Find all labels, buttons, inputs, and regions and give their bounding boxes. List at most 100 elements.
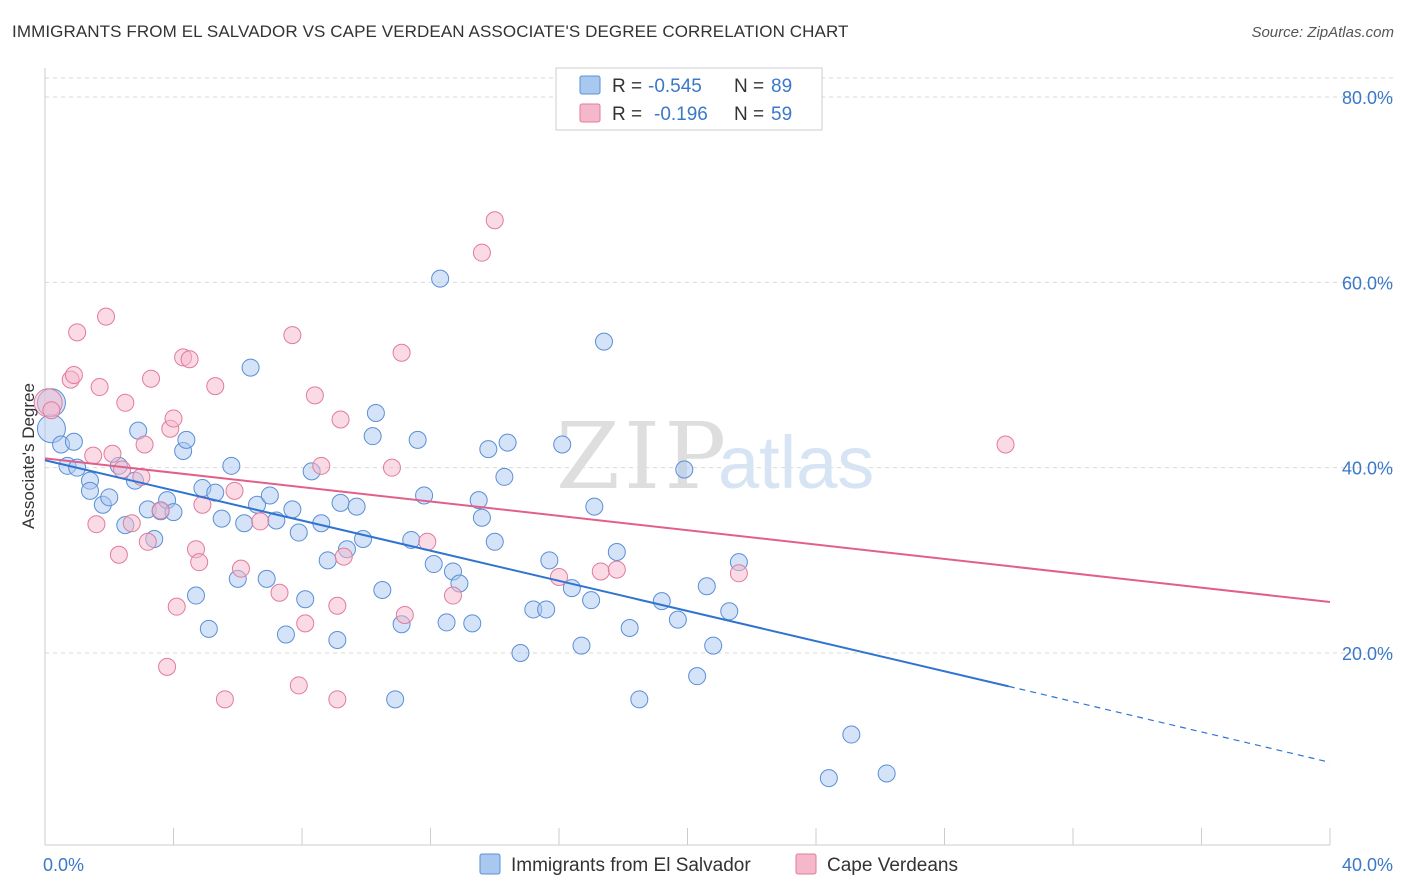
data-point bbox=[235, 514, 254, 533]
y-tick-label: 20.0% bbox=[1342, 644, 1393, 664]
data-point bbox=[382, 458, 401, 477]
data-point bbox=[668, 610, 687, 629]
data-point bbox=[68, 323, 87, 342]
watermark: ZIP atlas bbox=[556, 403, 874, 510]
data-point bbox=[135, 435, 154, 454]
legend-swatch-pink bbox=[579, 103, 601, 123]
data-point bbox=[540, 551, 559, 570]
bottom-legend-swatch-pink bbox=[795, 853, 817, 875]
data-point bbox=[469, 491, 488, 510]
legend-n-value-2: 59 bbox=[771, 104, 792, 125]
data-point bbox=[877, 764, 896, 783]
legend-r-value-2: -0.196 bbox=[654, 104, 708, 125]
data-point bbox=[704, 636, 723, 655]
data-point bbox=[103, 444, 122, 463]
data-point bbox=[328, 631, 347, 650]
data-point bbox=[84, 446, 103, 465]
data-point bbox=[424, 555, 443, 574]
x-tick-label: 0.0% bbox=[43, 855, 84, 875]
data-point bbox=[996, 435, 1015, 454]
legend-r-value-1: -0.545 bbox=[648, 76, 702, 97]
data-point bbox=[585, 497, 604, 516]
legend-swatch-blue bbox=[579, 75, 601, 95]
data-point bbox=[431, 269, 450, 288]
data-point bbox=[408, 430, 427, 449]
data-point bbox=[289, 676, 308, 695]
chart-title: IMMIGRANTS FROM EL SALVADOR VS CAPE VERD… bbox=[12, 22, 849, 41]
data-point bbox=[138, 532, 157, 551]
data-point bbox=[289, 523, 308, 542]
data-point bbox=[479, 440, 498, 459]
data-point bbox=[607, 560, 626, 579]
data-point bbox=[443, 586, 462, 605]
data-point bbox=[472, 508, 491, 527]
data-point bbox=[472, 243, 491, 262]
data-point bbox=[331, 493, 350, 512]
data-point bbox=[729, 564, 748, 583]
data-point bbox=[495, 467, 514, 486]
y-tick-label: 40.0% bbox=[1342, 459, 1393, 479]
watermark-zip: ZIP bbox=[556, 403, 730, 510]
bottom-legend-swatch-blue bbox=[479, 853, 501, 875]
data-point bbox=[373, 580, 392, 599]
axes bbox=[44, 68, 1331, 846]
data-point bbox=[113, 460, 132, 479]
data-point bbox=[225, 481, 244, 500]
data-point bbox=[305, 386, 324, 405]
data-point bbox=[283, 326, 302, 345]
data-point bbox=[177, 430, 196, 449]
data-point bbox=[100, 488, 119, 507]
data-point bbox=[164, 409, 183, 428]
bottom-legend-label-blue: Immigrants from El Salvador bbox=[511, 855, 751, 876]
legend-r-label-1: R = bbox=[612, 76, 642, 97]
trend-line bbox=[44, 459, 1009, 688]
data-point bbox=[116, 393, 135, 412]
data-point bbox=[42, 401, 61, 420]
data-point bbox=[186, 586, 205, 605]
data-point bbox=[151, 501, 170, 520]
data-point bbox=[212, 509, 231, 528]
data-point bbox=[697, 577, 716, 596]
data-point bbox=[720, 602, 739, 621]
data-point bbox=[366, 403, 385, 422]
data-point bbox=[241, 358, 260, 377]
data-point bbox=[819, 769, 838, 788]
data-point bbox=[215, 690, 234, 709]
series-el-salvador bbox=[36, 269, 896, 788]
data-point bbox=[64, 366, 83, 384]
data-point bbox=[87, 515, 106, 534]
data-point bbox=[334, 547, 353, 566]
data-point bbox=[251, 512, 270, 531]
y-tick-label: 80.0% bbox=[1342, 88, 1393, 108]
data-point bbox=[122, 514, 141, 533]
data-point bbox=[392, 343, 411, 362]
data-point bbox=[572, 636, 591, 655]
data-point bbox=[312, 456, 331, 475]
data-point bbox=[688, 667, 707, 686]
data-point bbox=[582, 591, 601, 610]
data-point bbox=[363, 427, 382, 446]
trend-line bbox=[44, 457, 1331, 604]
data-point bbox=[199, 619, 218, 638]
data-point bbox=[328, 596, 347, 615]
data-point bbox=[537, 600, 556, 619]
data-point bbox=[190, 553, 209, 572]
legend-r-label-2: R = bbox=[612, 104, 642, 125]
y-tick-label: 60.0% bbox=[1342, 273, 1393, 293]
data-point bbox=[167, 597, 186, 616]
data-point bbox=[630, 690, 649, 709]
data-point bbox=[283, 500, 302, 519]
data-point bbox=[498, 433, 517, 452]
data-point bbox=[485, 211, 504, 230]
data-point bbox=[222, 456, 241, 475]
data-point bbox=[257, 569, 276, 588]
data-point bbox=[296, 590, 315, 609]
data-point bbox=[328, 690, 347, 709]
data-point bbox=[553, 435, 572, 454]
data-point bbox=[270, 583, 289, 602]
data-point bbox=[318, 551, 337, 570]
legend-n-value-1: 89 bbox=[771, 76, 792, 97]
data-point bbox=[395, 606, 414, 625]
data-point bbox=[437, 613, 456, 632]
